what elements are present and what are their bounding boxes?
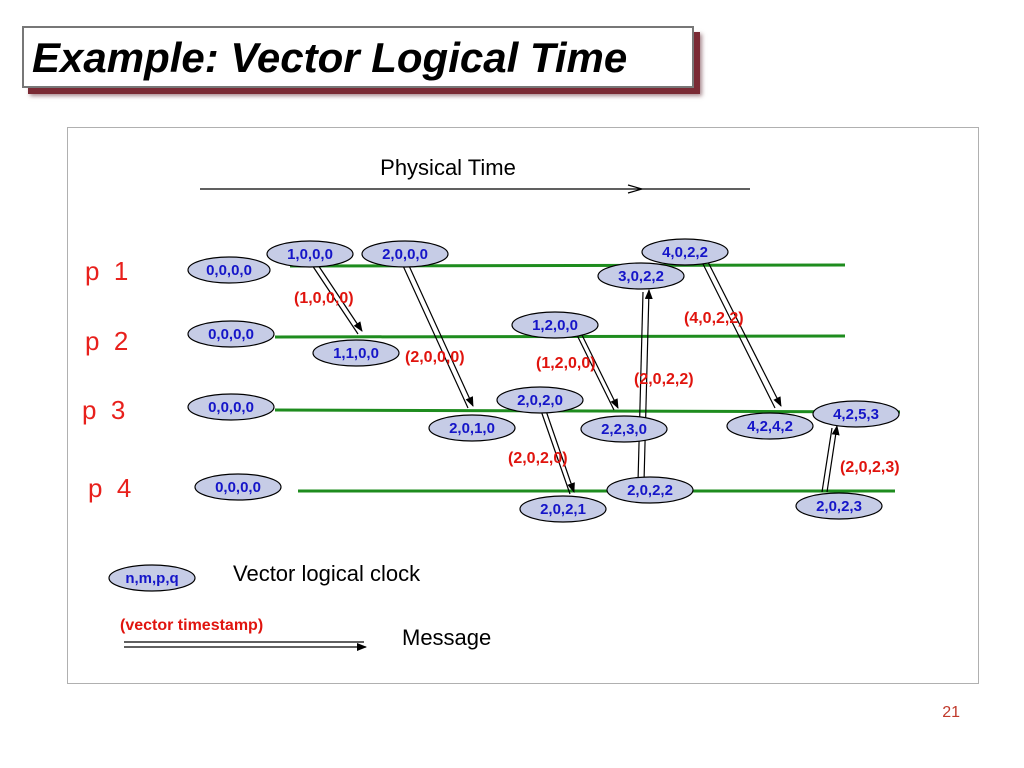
clock-label: 2,0,2,3 xyxy=(816,498,862,515)
process-label-p1: p 1 xyxy=(85,256,128,286)
message-p4-to-p3-a xyxy=(821,425,840,493)
clock-label: 4,0,2,2 xyxy=(662,244,708,261)
clock-label: 2,0,2,2 xyxy=(627,482,673,499)
title-box: Example: Vector Logical Time xyxy=(22,26,694,88)
clock-p2-0 xyxy=(187,320,275,348)
clock-label: 3,0,2,2 xyxy=(618,268,664,285)
clock-p4-1 xyxy=(519,495,607,523)
message-p1-to-p3-a xyxy=(398,256,474,409)
timestamp-label: (2,0,2,0) xyxy=(508,450,568,467)
clock-label: 4,2,5,3 xyxy=(833,406,879,423)
process-label-p2: p 2 xyxy=(85,326,128,356)
clock-label: 4,2,4,2 xyxy=(747,418,793,435)
clock-label: 2,0,1,0 xyxy=(449,420,495,437)
timestamp-label: (1,2,0,0) xyxy=(536,355,596,372)
clock-label: 2,0,2,0 xyxy=(517,392,563,409)
clock-p1-3 xyxy=(597,262,685,290)
clock-p3-4 xyxy=(726,412,814,440)
slide-title: Example: Vector Logical Time xyxy=(32,34,628,81)
clock-ellipses xyxy=(187,238,900,523)
legend-clock-example: n,m,p,q xyxy=(125,570,178,587)
physical-time-arrowhead xyxy=(627,184,645,194)
legend-message-label: Message xyxy=(402,625,491,650)
clock-p3-2 xyxy=(496,386,584,414)
clock-p1-2 xyxy=(361,240,449,268)
clock-p3-5 xyxy=(812,400,900,428)
physical-time-label: Physical Time xyxy=(380,155,516,180)
clock-p3-3 xyxy=(580,415,668,443)
clock-label: 2,0,0,0 xyxy=(382,246,428,263)
legend-clock-label: Vector logical clock xyxy=(233,561,421,586)
message-p1-to-p2-a xyxy=(305,255,363,335)
clock-label: 2,2,3,0 xyxy=(601,421,647,438)
clock-p2-2 xyxy=(511,311,599,339)
clock-p4-2 xyxy=(606,476,694,504)
timestamp-label: (2,0,2,3) xyxy=(840,459,900,476)
clock-p4-3 xyxy=(795,492,883,520)
page-number: 21 xyxy=(942,704,960,721)
clock-label: 1,1,0,0 xyxy=(333,345,379,362)
message-p4-to-p1-a xyxy=(637,289,653,483)
legend-timestamp-label: (vector timestamp) xyxy=(120,617,263,634)
legend-clock-ellipse xyxy=(108,564,196,592)
clock-p1-0 xyxy=(187,256,271,284)
clock-label: 2,0,2,1 xyxy=(540,501,586,518)
clock-label: 0,0,0,0 xyxy=(206,262,252,279)
timestamp-label: (4,0,2,2) xyxy=(684,310,744,327)
clock-labels: 0,0,0,0 1,0,0,0 2,0,0,0 3,0,2,2 4,0,2,2 … xyxy=(206,244,879,518)
message-p3-to-p4-a xyxy=(538,404,575,495)
timestamp-labels: (1,0,0,0) (2,0,0,0) (1,2,0,0) (2,0,2,2) … xyxy=(294,290,900,476)
clock-p3-1 xyxy=(428,414,516,442)
message-p2-to-p3-a xyxy=(574,330,619,411)
clock-label: 0,0,0,0 xyxy=(208,399,254,416)
message-p1-to-p3-b xyxy=(701,261,782,409)
timestamp-label: (1,0,0,0) xyxy=(294,290,354,307)
timestamp-label: (2,0,0,0) xyxy=(405,349,465,366)
timeline-p1 xyxy=(289,263,846,268)
clock-label: 0,0,0,0 xyxy=(208,326,254,343)
process-label-p3: p 3 xyxy=(82,395,125,425)
message-arrows xyxy=(305,255,840,495)
timestamp-label: (2,0,2,2) xyxy=(634,371,694,388)
clock-label: 0,0,0,0 xyxy=(215,479,261,496)
clock-p2-1 xyxy=(312,339,400,367)
process-label-p4: p 4 xyxy=(88,473,131,503)
clock-p1-4 xyxy=(641,238,729,266)
clock-label: 1,2,0,0 xyxy=(532,317,578,334)
legend: n,m,p,q Vector logical clock (vector tim… xyxy=(108,561,491,651)
timeline-p3 xyxy=(274,408,901,414)
clock-p1-1 xyxy=(266,240,354,268)
clock-label: 1,0,0,0 xyxy=(287,246,333,263)
clock-p4-0 xyxy=(194,473,282,501)
clock-p3-0 xyxy=(187,393,275,421)
